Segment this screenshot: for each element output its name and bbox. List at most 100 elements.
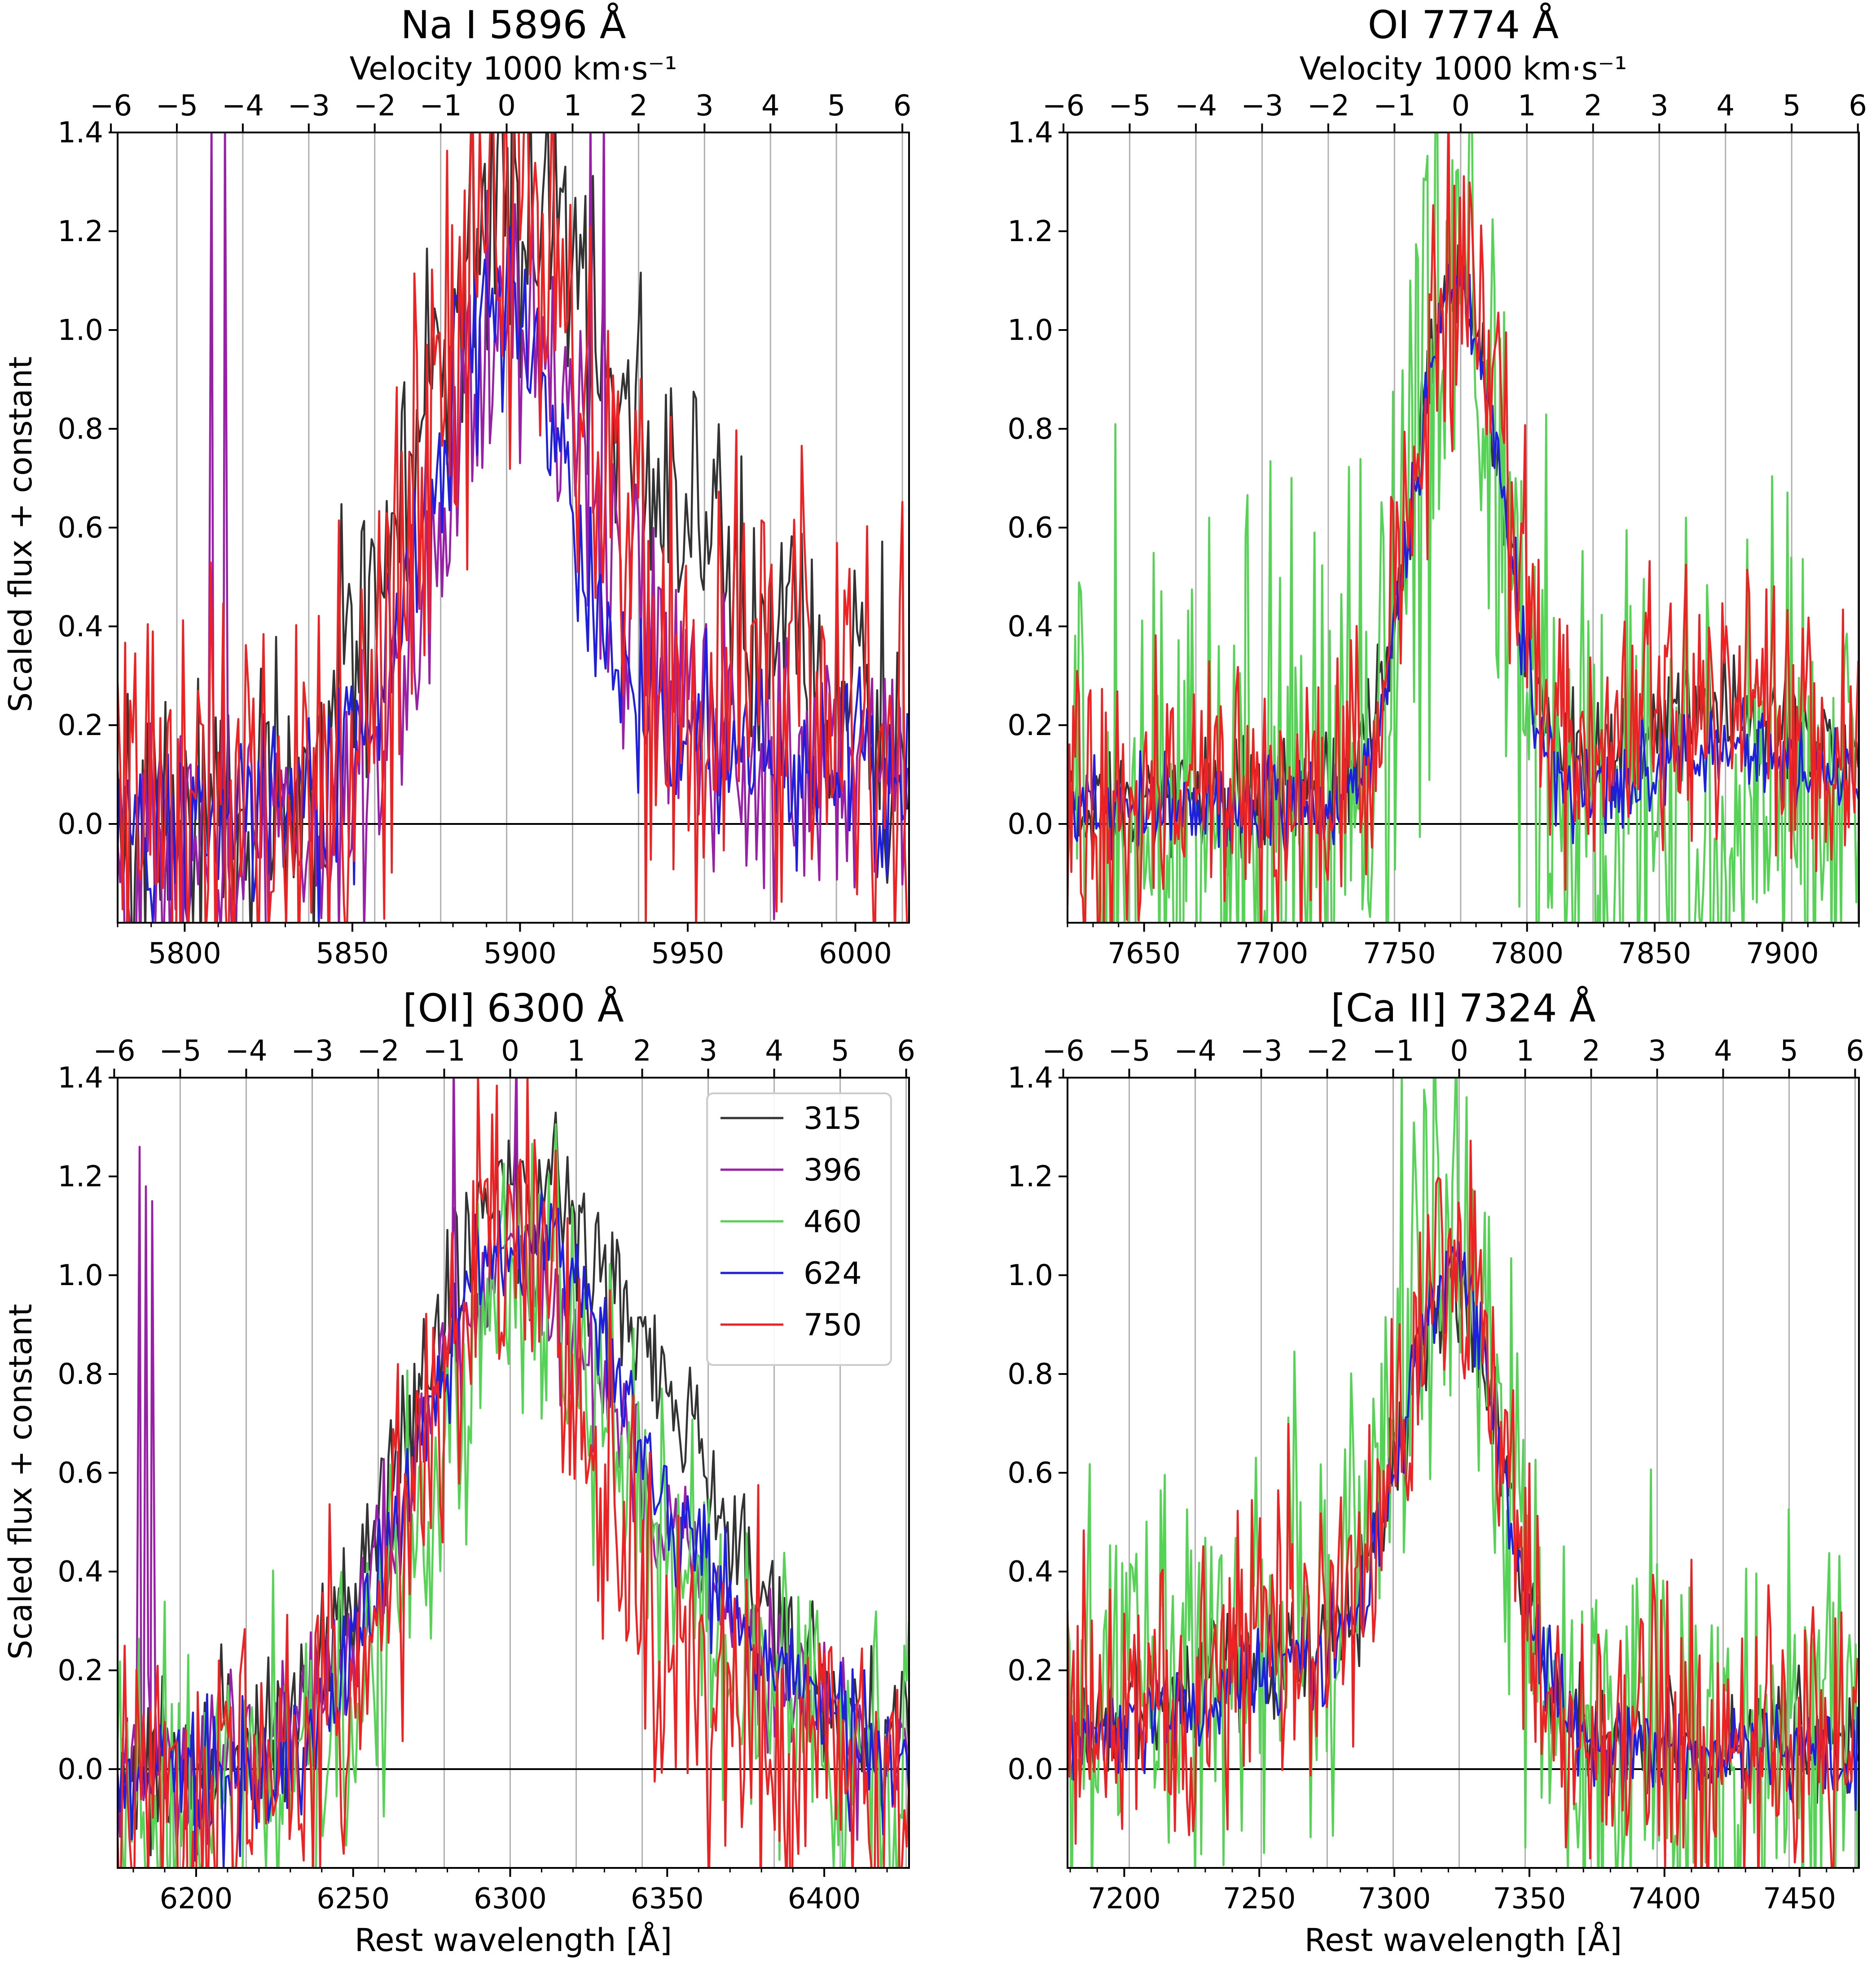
velocity-tick-label: −2 <box>354 89 396 123</box>
y-tick-label: 0.0 <box>57 1753 103 1786</box>
velocity-tick-label: 0 <box>1450 1035 1468 1068</box>
x-tick-label: 7400 <box>1628 1882 1701 1916</box>
y-tick-label: 0.4 <box>57 1555 103 1589</box>
series-group <box>1068 132 1859 923</box>
velocity-tick-label: −4 <box>1174 1035 1216 1068</box>
y-tick-label: 1.4 <box>1007 1061 1053 1095</box>
series-line-624 <box>1068 1241 1859 1811</box>
velocity-tick-label: 2 <box>1584 89 1602 123</box>
series-line-750 <box>118 1078 909 1868</box>
series-line-750 <box>118 132 908 923</box>
x-tick-label: 7650 <box>1107 937 1181 970</box>
velocity-axis-label: Velocity 1000 km·s⁻¹ <box>350 50 677 87</box>
y-tick-label: 0.6 <box>57 511 103 545</box>
y-tick-label: 0.8 <box>57 1358 103 1391</box>
velocity-tick-label: 4 <box>1716 89 1735 123</box>
panel-title: [Ca II] 7324 Å <box>1331 986 1595 1031</box>
series-line-315 <box>118 132 909 923</box>
panel-1: 5800 5850 5900 5950 6000 0.0 0.2 0.4 0.6 0.8 1.0 1.… <box>57 2 911 970</box>
velocity-tick-label: 2 <box>633 1035 651 1068</box>
x-tick-label: 7200 <box>1088 1882 1161 1916</box>
velocity-tick-label: −3 <box>1241 89 1283 123</box>
velocity-tick-label: 5 <box>1780 1035 1798 1068</box>
x-axis-label: Rest wavelength [Å] <box>1305 1922 1622 1959</box>
velocity-tick-label: 3 <box>1648 1035 1666 1068</box>
x-tick-label: 7750 <box>1363 937 1436 970</box>
y-tick-label: 0.8 <box>57 413 103 446</box>
velocity-tick-label: −1 <box>423 1035 465 1068</box>
velocity-tick-label: −4 <box>1175 89 1217 123</box>
y-tick-label: 1.2 <box>57 215 103 248</box>
y-tick-label: 1.2 <box>1007 1160 1053 1193</box>
velocity-tick-label: 5 <box>831 1035 849 1068</box>
y-tick-label: 1.0 <box>57 1259 103 1292</box>
velocity-tick-label: 1 <box>1516 1035 1534 1068</box>
panel-title: [OI] 6300 Å <box>403 986 624 1031</box>
y-tick-label: 1.4 <box>1007 116 1053 150</box>
y-tick-label: 0.2 <box>57 1654 103 1687</box>
y-tick-label: 0.8 <box>1007 413 1053 446</box>
velocity-tick-label: 4 <box>761 89 780 123</box>
y-tick-label: 0.6 <box>1007 511 1053 545</box>
series-group <box>118 1078 909 1868</box>
velocity-tick-label: −3 <box>291 1035 333 1068</box>
velocity-tick-label: 1 <box>1518 89 1536 123</box>
velocity-tick-label: 3 <box>699 1035 717 1068</box>
velocity-axis-label: Velocity 1000 km·s⁻¹ <box>1300 50 1627 87</box>
legend-label-460: 460 <box>804 1204 862 1240</box>
x-tick-label: 6000 <box>819 937 892 970</box>
y-tick-label: 0.8 <box>1007 1358 1053 1391</box>
velocity-tick-label: −5 <box>1108 89 1151 123</box>
series-line-750 <box>1068 132 1859 923</box>
x-tick-label: 6400 <box>788 1882 861 1916</box>
velocity-tick-label: −1 <box>1372 1035 1414 1068</box>
x-tick-label: 5800 <box>148 937 221 970</box>
x-tick-label: 7800 <box>1490 937 1564 970</box>
velocity-tick-label: −2 <box>1307 89 1349 123</box>
y-tick-label: 0.4 <box>57 610 103 643</box>
x-tick-label: 7900 <box>1746 937 1819 970</box>
velocity-tick-label: 0 <box>497 89 516 123</box>
velocity-tick-label: 6 <box>1846 1035 1864 1068</box>
series-line-460 <box>118 1123 909 1868</box>
velocity-tick-label: −4 <box>222 89 264 123</box>
x-tick-label: 6200 <box>159 1882 233 1916</box>
velocity-tick-label: −4 <box>225 1035 267 1068</box>
y-tick-label: 1.4 <box>57 116 103 150</box>
velocity-tick-label: −5 <box>1108 1035 1150 1068</box>
velocity-tick-label: −2 <box>357 1035 399 1068</box>
velocity-tick-label: 2 <box>629 89 648 123</box>
y-tick-label: 0.2 <box>57 709 103 742</box>
x-tick-label: 7350 <box>1493 1882 1566 1916</box>
y-tick-label: 1.4 <box>57 1061 103 1095</box>
velocity-tick-label: −6 <box>93 1035 135 1068</box>
y-tick-label: 0.0 <box>57 808 103 841</box>
x-tick-label: 6350 <box>631 1882 704 1916</box>
velocity-tick-label: −6 <box>1042 1035 1084 1068</box>
velocity-tick-label: −2 <box>1306 1035 1348 1068</box>
y-tick-label: 0.6 <box>57 1457 103 1490</box>
velocity-tick-label: 3 <box>1650 89 1669 123</box>
y-tick-label: 0.0 <box>1007 1753 1053 1786</box>
series-group <box>118 132 909 923</box>
x-tick-label: 7450 <box>1763 1882 1836 1916</box>
legend-label-624: 624 <box>804 1256 862 1291</box>
velocity-tick-label: 0 <box>501 1035 519 1068</box>
velocity-tick-label: 6 <box>897 1035 915 1068</box>
y-tick-label: 1.2 <box>1007 215 1053 248</box>
x-tick-label: 7250 <box>1223 1882 1296 1916</box>
x-tick-label: 5850 <box>316 937 389 970</box>
ylabel-bottom: Scaled flux + constant <box>2 1304 39 1660</box>
x-tick-label: 7850 <box>1618 937 1691 970</box>
y-tick-label: 1.0 <box>1007 314 1053 347</box>
series-group <box>1068 1078 1859 1868</box>
velocity-tick-label: 3 <box>695 89 714 123</box>
panel-4: 7200 7250 7300 7350 7400 7450 0.0 0.2 0.4 0.6 0.8 1… <box>1007 986 1864 1959</box>
x-tick-label: 6300 <box>474 1882 547 1916</box>
panel-3: 6200 6 2 5 0 6300 6350 6400 0.0 0.2 0.4 0.6 0.8 1.0 1.… <box>57 986 915 1959</box>
velocity-tick-label: −1 <box>419 89 461 123</box>
velocity-tick-label: 5 <box>1783 89 1801 123</box>
velocity-tick-label: −5 <box>159 1035 201 1068</box>
y-tick-label: 0.2 <box>1007 709 1053 742</box>
velocity-tick-label: 4 <box>765 1035 783 1068</box>
